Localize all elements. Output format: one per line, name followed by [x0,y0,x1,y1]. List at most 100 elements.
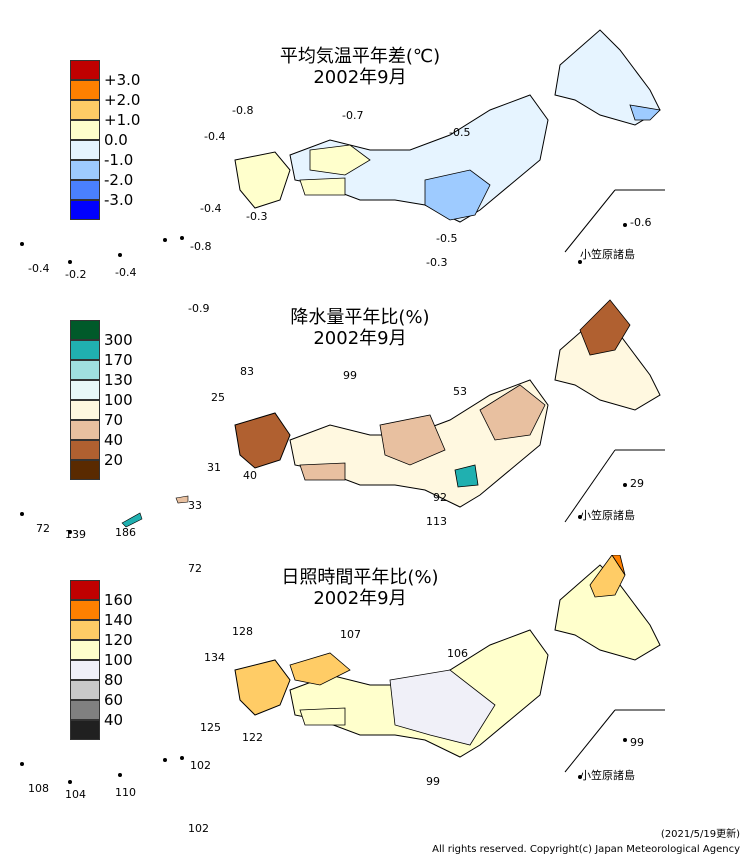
station-value: 128 [232,625,253,638]
station-value: 25 [211,391,225,404]
temperature-title-line1: 平均気温平年差(℃) [279,46,441,67]
temperature-panel: 平均気温平年差(℃) 2002年9月 +3.0 +2.0 +1.0 0.0 -1… [0,0,750,315]
legend-label: +2.0 [104,91,141,109]
station-value: 83 [240,365,254,378]
station-value: 134 [204,651,225,664]
station-value: 29 [630,477,644,490]
station-value: -0.9 [188,302,210,315]
legend-label: 300 [104,331,133,349]
legend-label: -2.0 [104,171,134,189]
station-value: -0.8 [232,104,254,117]
station-value: 92 [433,491,447,504]
station-value: 40 [243,469,257,482]
legend-swatch [70,100,100,120]
ogasawara-label: 小笠原諸島 [580,509,635,522]
station-value: 33 [188,499,202,512]
legend-swatch [70,80,100,100]
precipitation-title: 降水量平年比(%) 2002年9月 [250,307,470,349]
precipitation-title-line2: 2002年9月 [313,328,407,349]
station-value: 72 [36,522,50,535]
station-value: -0.4 [204,130,226,143]
japan-map-precipitation [20,299,665,534]
station-value: 186 [115,526,136,539]
legend-swatch [70,440,100,460]
station-value: 139 [65,528,86,541]
legend-swatch [70,600,100,620]
temperature-title-line2: 2002年9月 [313,67,407,88]
station-value: -0.7 [342,109,364,122]
station-value: -0.4 [200,202,222,215]
sunshine-title-line1: 日照時間平年比(%) [281,567,439,588]
station-value: 99 [343,369,357,382]
legend-swatch [70,460,100,480]
station-value: -0.3 [246,210,268,223]
station-value: 31 [207,461,221,474]
station-value: -0.5 [449,126,471,139]
legend-swatch [70,400,100,420]
legend-label: 20 [104,451,124,469]
station-value: 125 [200,721,221,734]
legend-swatch [70,360,100,380]
legend-label: 80 [104,671,124,689]
station-value: -0.2 [65,268,87,281]
legend-label: 40 [104,431,124,449]
legend-swatch [70,140,100,160]
legend-swatch [70,640,100,660]
legend-swatch [70,680,100,700]
station-value: -0.4 [28,262,50,275]
legend-label: 120 [104,631,133,649]
temperature-title: 平均気温平年差(℃) 2002年9月 [250,46,470,88]
station-value: 122 [242,731,263,744]
legend-swatch [70,380,100,400]
station-value: 102 [190,759,211,772]
update-date: (2021/5/19更新) [660,829,740,840]
station-value: -0.5 [436,232,458,245]
legend-swatch [70,340,100,360]
legend-label: 130 [104,371,133,389]
legend-label: 140 [104,611,133,629]
legend-swatch [70,700,100,720]
sunshine-panel: 日照時間平年比(%) 2002年9月 160 140 120 100 80 60… [0,555,750,835]
legend-label: -3.0 [104,191,134,209]
legend-swatch [70,120,100,140]
station-value: 110 [115,786,136,799]
station-value: 102 [188,822,209,835]
legend-label: 160 [104,591,133,609]
legend-label: 100 [104,651,133,669]
ogasawara-label: 小笠原諸島 [580,769,635,782]
station-value: 106 [447,647,468,660]
legend-label: 0.0 [104,131,128,149]
station-value: -0.8 [190,240,212,253]
legend-label: 70 [104,411,124,429]
copyright: All rights reserved. Copyright(c) Japan … [432,844,740,855]
precipitation-title-line1: 降水量平年比(%) [290,307,430,328]
legend-swatch [70,320,100,340]
ogasawara-label: 小笠原諸島 [580,248,635,261]
station-value: 104 [65,788,86,801]
legend-swatch [70,620,100,640]
sunshine-title: 日照時間平年比(%) 2002年9月 [250,567,470,609]
precipitation-panel: 降水量平年比(%) 2002年9月 300 170 130 100 70 40 … [0,285,750,575]
japan-map-sunshine [20,555,665,784]
legend-label: 40 [104,711,124,729]
station-value: -0.6 [630,216,652,229]
station-value: 107 [340,628,361,641]
station-value: 113 [426,515,447,528]
legend-swatch [70,580,100,600]
legend-swatch [70,720,100,740]
legend-swatch [70,200,100,220]
legend-label: 60 [104,691,124,709]
legend-swatch [70,660,100,680]
station-value: -0.3 [426,256,448,269]
station-value: -0.4 [115,266,137,279]
japan-map-temperature [20,29,665,264]
station-value: 53 [453,385,467,398]
legend-label: 170 [104,351,133,369]
legend-label: +1.0 [104,111,141,129]
station-value: 99 [426,775,440,788]
station-value: 99 [630,736,644,749]
legend-swatch [70,160,100,180]
legend-swatch [70,180,100,200]
station-value: 72 [188,562,202,575]
legend-swatch [70,60,100,80]
